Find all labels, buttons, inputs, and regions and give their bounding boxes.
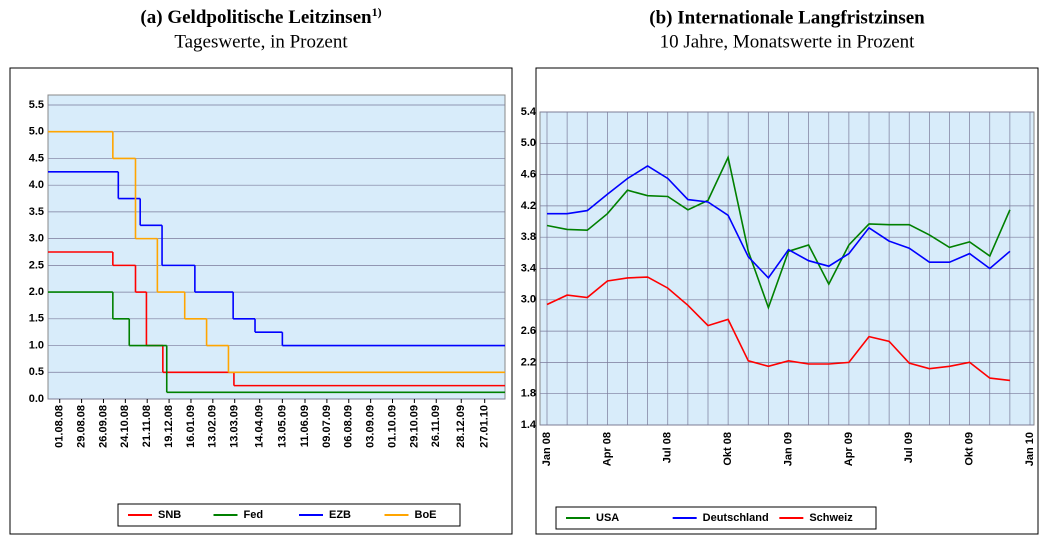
series-line <box>546 276 1010 382</box>
x-tick-label: 13.02.09 <box>207 405 219 448</box>
y-tick-label: 3.8 <box>521 231 536 243</box>
x-tick-label: 13.05.09 <box>276 405 288 448</box>
y-tick-label: 4.0 <box>29 179 44 191</box>
title-text: (a) Geldpolitische Leitzinsen <box>140 7 372 28</box>
y-tick-label: 3.0 <box>29 233 44 245</box>
legend-label: Deutschland <box>703 512 769 524</box>
x-tick-label: 09.07.09 <box>321 405 333 448</box>
x-tick-label: 06.08.09 <box>343 405 355 448</box>
y-tick-label: 5.5 <box>29 99 44 111</box>
x-tick-label: 19.12.08 <box>163 405 175 448</box>
x-tick-label: Jan 09 <box>782 432 794 466</box>
legend <box>555 506 877 530</box>
legend-label: EZB <box>329 509 351 521</box>
y-tick-label: 3.0 <box>521 294 536 306</box>
y-tick-label: 4.6 <box>521 169 536 181</box>
y-tick-label: 3.5 <box>29 206 44 218</box>
plot-area <box>47 94 506 400</box>
legend-label: SNB <box>158 509 181 521</box>
x-tick-label: Apr 09 <box>843 432 855 466</box>
x-tick-label: 29.08.08 <box>75 405 87 448</box>
x-tick-label: 26.09.08 <box>97 405 109 448</box>
legend-label: Schweiz <box>809 512 853 524</box>
x-tick-label: 29.10.09 <box>408 405 420 448</box>
y-tick-label: 2.5 <box>29 259 44 271</box>
y-tick-label: 5.4 <box>521 106 537 118</box>
y-tick-label: 1.8 <box>521 388 536 400</box>
x-tick-label: 21.11.08 <box>141 405 153 447</box>
x-tick-label: Apr 08 <box>601 432 613 466</box>
series-line <box>546 154 1011 310</box>
x-tick-label: 26.11.09 <box>430 405 442 447</box>
chart-title: (b) Internationale Langfristzinsen <box>649 7 925 28</box>
x-tick-label: 27.01.10 <box>479 405 491 448</box>
y-tick-label: 3.4 <box>521 262 537 274</box>
x-tick-label: Jan 08 <box>541 432 553 466</box>
x-tick-label: Jan 10 <box>1024 432 1036 466</box>
legend <box>117 503 461 527</box>
y-tick-label: 2.6 <box>521 325 536 337</box>
legend-label: BoE <box>415 509 437 521</box>
x-tick-label: 14.04.09 <box>254 405 266 448</box>
title-superscript: 1) <box>372 5 382 19</box>
x-tick-label: 11.06.09 <box>299 405 311 447</box>
y-tick-label: 4.5 <box>29 152 44 164</box>
chart-subtitle: 10 Jahre, Monatswerte in Prozent <box>660 31 916 52</box>
legend-label: Fed <box>244 509 264 521</box>
legend-label: USA <box>596 512 619 524</box>
series-line <box>547 165 1011 280</box>
y-tick-label: 1.4 <box>521 419 537 431</box>
x-tick-label: 16.01.09 <box>185 405 197 448</box>
y-tick-label: 0.0 <box>29 393 44 405</box>
chart-title: (a) Geldpolitische Leitzinsen1) <box>140 5 381 29</box>
x-tick-label: Okt 08 <box>722 432 734 466</box>
x-tick-label: 24.10.08 <box>119 405 131 448</box>
y-tick-label: 2.2 <box>521 356 536 368</box>
x-tick-label: Okt 09 <box>964 432 976 466</box>
x-tick-label: 03.09.09 <box>365 405 377 448</box>
y-tick-label: 5.0 <box>521 137 536 149</box>
x-tick-label: 01.08.08 <box>54 405 66 448</box>
x-tick-label: 13.03.09 <box>229 405 241 448</box>
y-tick-label: 4.2 <box>521 200 536 212</box>
y-tick-label: 1.0 <box>29 339 44 351</box>
chart-subtitle: Tageswerte, in Prozent <box>174 31 348 52</box>
x-tick-label: Jul 09 <box>903 432 915 463</box>
x-tick-label: 01.10.09 <box>386 405 398 448</box>
y-tick-label: 2.0 <box>29 286 44 298</box>
y-tick-label: 1.5 <box>29 313 44 325</box>
x-tick-label: Jul 08 <box>662 432 674 463</box>
y-tick-label: 0.5 <box>29 366 44 378</box>
x-tick-label: 28.12.09 <box>455 405 467 448</box>
y-tick-label: 5.0 <box>29 126 44 138</box>
